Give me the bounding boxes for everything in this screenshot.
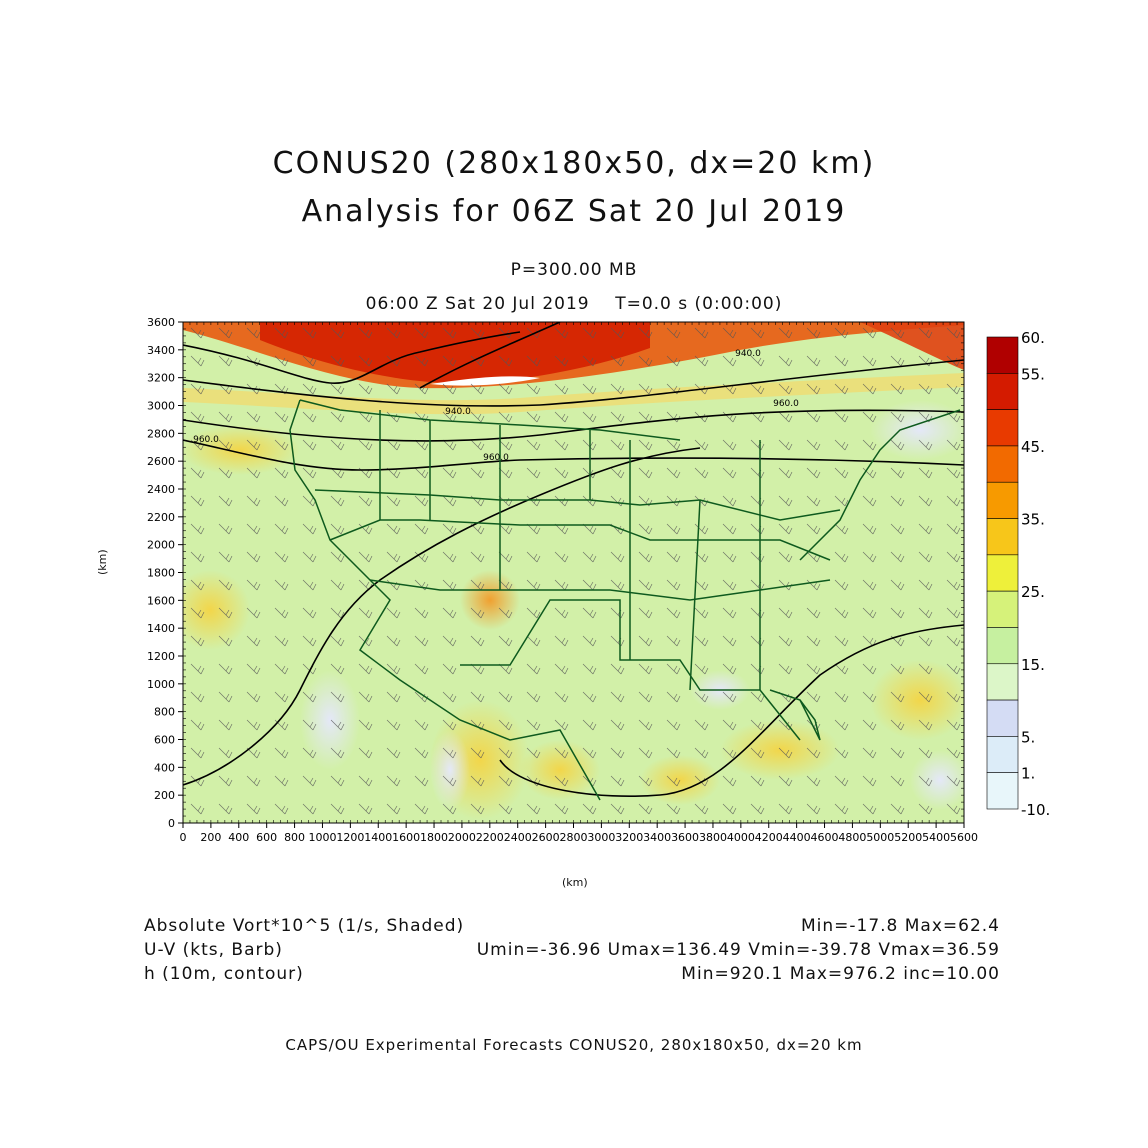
x-tick-label: 4000 — [727, 831, 755, 844]
y-tick-label: 1400 — [147, 622, 175, 635]
y-tick-label: 600 — [154, 734, 175, 747]
x-tick-label: 600 — [256, 831, 277, 844]
x-tick-label: 3000 — [587, 831, 615, 844]
x-tick-label: 3800 — [699, 831, 727, 844]
colorbar: 60. 55. 45. 35. 25. 15. 5. 1. -10. — [986, 329, 1050, 819]
contour-labels: 940.0 940.0 960.0 960.0 960.0 — [193, 349, 799, 463]
legend-wind: U-V (kts, Barb) — [144, 940, 283, 960]
contour-label: 960.0 — [773, 399, 799, 409]
contour-label: 940.0 — [735, 349, 761, 359]
colorbar-label: 25. — [1021, 583, 1045, 601]
title-line-2: Analysis for 06Z Sat 20 Jul 2019 — [301, 194, 847, 229]
x-axis: 0 200 400 600 800 1000 1200 1400 1600 1800 2000 220… — [180, 322, 978, 844]
x-tick-label: 3600 — [671, 831, 699, 844]
x-tick-label: 200 — [200, 831, 221, 844]
valid-time: 06:00 Z Sat 20 Jul 2019 T=0.0 s (0:00:00… — [365, 294, 783, 314]
x-tick-label: 4800 — [838, 831, 866, 844]
x-tick-label: 4600 — [811, 831, 839, 844]
y-tick-label: 2400 — [147, 483, 175, 496]
x-tick-label: 1000 — [308, 831, 336, 844]
footer-credit: CAPS/OU Experimental Forecasts CONUS20, … — [285, 1036, 863, 1054]
y-tick-label: 1000 — [147, 678, 175, 691]
legend-vorticity-stats: Min=-17.8 Max=62.4 — [800, 916, 1000, 936]
x-tick-label: 4200 — [755, 831, 783, 844]
legend-height-stats: Min=920.1 Max=976.2 inc=10.00 — [681, 964, 1000, 984]
colorbar-label: -10. — [1021, 801, 1050, 819]
x-tick-label: 2800 — [560, 831, 588, 844]
colorbar-swatch — [986, 373, 1019, 410]
pressure-level: P=300.00 MB — [510, 260, 638, 280]
colorbar-swatch — [986, 772, 1019, 810]
y-tick-label: 3000 — [147, 400, 175, 413]
y-axis-label: (km) — [96, 549, 109, 575]
colorbar-swatch — [986, 663, 1019, 701]
state-borders — [289, 399, 961, 801]
colorbar-swatch — [986, 554, 1019, 592]
x-tick-label: 5000 — [866, 831, 894, 844]
wind-barbs — [183, 322, 964, 823]
shaded-field — [183, 322, 964, 823]
y-axis: 0 200 400 600 800 1000 1200 1400 1600 1800 2000 220… — [147, 316, 964, 830]
y-tick-label: 800 — [154, 706, 175, 719]
title-line-1: CONUS20 (280x180x50, dx=20 km) — [272, 146, 876, 181]
colorbar-swatch — [986, 445, 1019, 483]
y-tick-label: 2000 — [147, 539, 175, 552]
legend-height: h (10m, contour) — [144, 964, 304, 984]
y-tick-label: 1200 — [147, 650, 175, 663]
x-tick-label: 2600 — [532, 831, 560, 844]
y-tick-label: 0 — [168, 817, 175, 830]
y-tick-label: 200 — [154, 789, 175, 802]
x-tick-label: 2000 — [448, 831, 476, 844]
colorbar-label: 55. — [1021, 365, 1045, 383]
y-tick-label: 400 — [154, 761, 175, 774]
x-tick-label: 1600 — [392, 831, 420, 844]
colorbar-label: 45. — [1021, 438, 1045, 456]
contour-label: 940.0 — [445, 407, 471, 417]
x-tick-label: 3200 — [615, 831, 643, 844]
contour-label: 960.0 — [193, 435, 219, 445]
height-contours — [183, 322, 964, 798]
colorbar-swatch — [986, 736, 1019, 773]
x-tick-label: 5200 — [894, 831, 922, 844]
y-tick-label: 2600 — [147, 455, 175, 468]
colorbar-swatch — [986, 409, 1019, 447]
colorbar-label: 15. — [1021, 656, 1045, 674]
colorbar-swatch — [986, 627, 1019, 665]
y-tick-label: 2800 — [147, 427, 175, 440]
colorbar-swatch — [986, 481, 1019, 519]
colorbar-swatch — [986, 518, 1019, 556]
legend-wind-stats: Umin=-36.96 Umax=136.49 Vmin=-39.78 Vmax… — [476, 940, 1000, 960]
colorbar-swatch — [986, 336, 1019, 374]
x-tick-label: 5600 — [950, 831, 978, 844]
x-tick-label: 0 — [180, 831, 187, 844]
colorbar-label: 35. — [1021, 511, 1045, 529]
x-tick-label: 3400 — [643, 831, 671, 844]
colorbar-label: 1. — [1021, 765, 1035, 783]
x-tick-label: 1400 — [364, 831, 392, 844]
x-tick-label: 1800 — [420, 831, 448, 844]
y-tick-label: 3400 — [147, 344, 175, 357]
colorbar-swatch — [986, 699, 1019, 737]
x-axis-label: (km) — [562, 876, 588, 889]
y-tick-label: 1600 — [147, 594, 175, 607]
colorbar-swatch — [986, 590, 1019, 628]
colorbar-label: 5. — [1021, 728, 1035, 746]
x-tick-label: 800 — [284, 831, 305, 844]
legend-vorticity: Absolute Vort*10^5 (1/s, Shaded) — [144, 916, 465, 936]
x-tick-label: 2400 — [504, 831, 532, 844]
y-tick-label: 2200 — [147, 511, 175, 524]
x-tick-label: 5400 — [922, 831, 950, 844]
x-tick-label: 4400 — [783, 831, 811, 844]
colorbar-label: 60. — [1021, 329, 1045, 347]
y-tick-label: 1800 — [147, 567, 175, 580]
contour-label: 960.0 — [483, 453, 509, 463]
x-tick-label: 2200 — [476, 831, 504, 844]
x-tick-label: 1200 — [336, 831, 364, 844]
x-tick-label: 400 — [228, 831, 249, 844]
y-tick-label: 3600 — [147, 316, 175, 329]
y-tick-label: 3200 — [147, 372, 175, 385]
